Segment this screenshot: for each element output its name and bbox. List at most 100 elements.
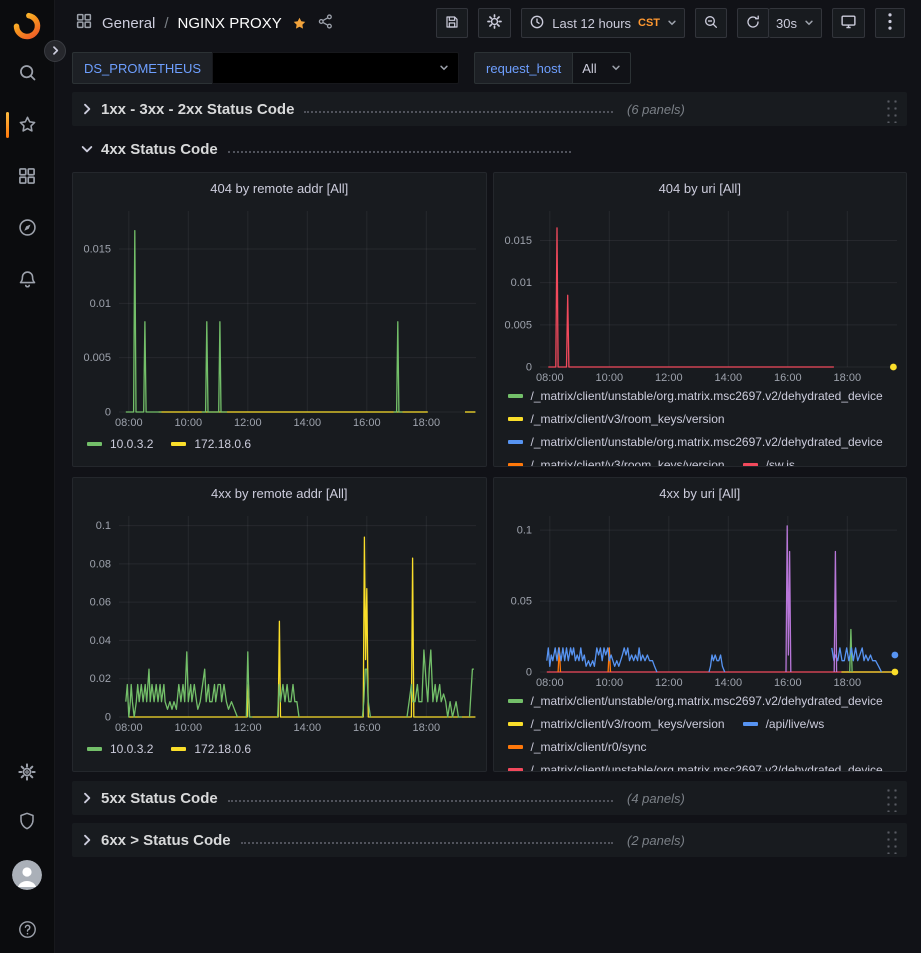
legend-item[interactable]: /_matrix/client/v3/room_keys/version bbox=[508, 456, 725, 466]
search-icon bbox=[17, 62, 38, 88]
time-series-chart[interactable]: 00.020.040.060.080.108:0010:0012:0014:00… bbox=[73, 508, 486, 735]
row-panel-count: (2 panels) bbox=[627, 833, 685, 848]
grafana-app: General / NGINX PROXY bbox=[0, 0, 921, 953]
variable-label[interactable]: request_host bbox=[474, 52, 572, 84]
legend-item[interactable]: /_matrix/client/unstable/org.matrix.msc2… bbox=[508, 387, 883, 405]
legend-item[interactable]: 10.0.3.2 bbox=[87, 435, 153, 453]
legend-item[interactable]: 10.0.3.2 bbox=[87, 740, 153, 758]
sidebar-item-profile[interactable] bbox=[0, 860, 55, 895]
svg-text:10:00: 10:00 bbox=[175, 722, 203, 734]
svg-text:18:00: 18:00 bbox=[413, 417, 441, 429]
svg-text:18:00: 18:00 bbox=[833, 677, 861, 689]
legend-item[interactable]: 172.18.0.6 bbox=[171, 740, 251, 758]
chart-legend: 10.0.3.2 172.18.0.6 bbox=[73, 735, 486, 771]
clock-icon bbox=[529, 14, 545, 33]
breadcrumb: General / NGINX PROXY bbox=[75, 12, 334, 35]
row-drag-handle[interactable] bbox=[884, 785, 899, 812]
variable-value-dropdown[interactable]: All bbox=[572, 52, 630, 84]
dashboard-toolbar: Last 12 hours CST bbox=[436, 8, 905, 38]
chart-legend: 10.0.3.2 172.18.0.6 bbox=[73, 430, 486, 466]
legend-label: /_matrix/client/v3/room_keys/version bbox=[531, 717, 725, 731]
row-5xx-status-code[interactable]: 5xx Status Code (4 panels) bbox=[72, 781, 907, 815]
sidebar-item-search[interactable] bbox=[0, 62, 55, 88]
svg-text:10:00: 10:00 bbox=[595, 372, 623, 384]
svg-text:0.1: 0.1 bbox=[516, 525, 531, 537]
row-drag-handle[interactable] bbox=[884, 827, 899, 854]
panel-header[interactable]: 4xx by uri [All] bbox=[494, 478, 907, 508]
refresh-interval-picker[interactable]: 30s bbox=[769, 8, 822, 38]
panel-title-text: 4xx by uri [All] bbox=[659, 486, 740, 501]
svg-text:10:00: 10:00 bbox=[175, 417, 203, 429]
variable-value-dropdown[interactable] bbox=[212, 52, 459, 84]
svg-text:14:00: 14:00 bbox=[714, 372, 742, 384]
sidebar-item-explore[interactable] bbox=[0, 217, 55, 243]
row-4xx-status-code[interactable]: 4xx Status Code bbox=[72, 134, 907, 164]
row-drag-handle[interactable] bbox=[884, 96, 899, 123]
panel-header[interactable]: 404 by remote addr [All] bbox=[73, 173, 486, 203]
grafana-logo[interactable] bbox=[11, 10, 43, 42]
legend-item[interactable]: 172.18.0.6 bbox=[171, 435, 251, 453]
dashboard-settings-button[interactable] bbox=[478, 8, 511, 38]
series-color-dash bbox=[508, 745, 523, 749]
kiosk-mode-button[interactable] bbox=[832, 8, 865, 38]
dotted-leader bbox=[304, 111, 613, 113]
sidebar-item-alerting[interactable] bbox=[0, 269, 55, 295]
svg-text:14:00: 14:00 bbox=[714, 677, 742, 689]
legend-item[interactable]: /_matrix/client/unstable/org.matrix.msc2… bbox=[508, 692, 883, 710]
sidebar-item-starred[interactable] bbox=[0, 114, 55, 140]
zoom-out-time-range-button[interactable] bbox=[695, 8, 727, 38]
svg-text:16:00: 16:00 bbox=[353, 417, 381, 429]
monitor-icon bbox=[840, 13, 857, 33]
dashboard-grid-icon[interactable] bbox=[75, 12, 93, 35]
dotted-leader bbox=[228, 800, 613, 802]
time-series-chart[interactable]: 00.0050.010.01508:0010:0012:0014:0016:00… bbox=[73, 203, 486, 430]
time-series-chart[interactable]: 00.0050.010.01508:0010:0012:0014:0016:00… bbox=[494, 203, 907, 385]
legend-item[interactable]: /_matrix/client/r0/sync bbox=[508, 738, 647, 756]
variable-label[interactable]: DS_PROMETHEUS bbox=[72, 52, 212, 84]
svg-text:0.06: 0.06 bbox=[90, 597, 111, 609]
compass-icon bbox=[17, 217, 38, 243]
star-icon bbox=[17, 114, 38, 140]
svg-text:14:00: 14:00 bbox=[294, 417, 322, 429]
dashboard-menu-button[interactable] bbox=[875, 8, 905, 38]
breadcrumb-folder[interactable]: General bbox=[102, 15, 155, 32]
legend-item[interactable]: /_matrix/client/v3/room_keys/version bbox=[508, 410, 725, 428]
svg-text:18:00: 18:00 bbox=[413, 722, 441, 734]
legend-item[interactable]: /_matrix/client/unstable/org.matrix.msc2… bbox=[508, 433, 883, 451]
row-6xx-status-code[interactable]: 6xx > Status Code (2 panels) bbox=[72, 823, 907, 857]
sidebar bbox=[0, 0, 55, 953]
legend-label: /sw.js bbox=[766, 458, 795, 466]
legend-label: /_matrix/client/unstable/org.matrix.msc2… bbox=[531, 763, 883, 771]
sidebar-item-configuration[interactable] bbox=[0, 762, 55, 787]
series-color-dash bbox=[508, 440, 523, 444]
legend-label: 172.18.0.6 bbox=[194, 437, 251, 451]
share-dashboard-button[interactable] bbox=[317, 13, 334, 33]
panel-header[interactable]: 4xx by remote addr [All] bbox=[73, 478, 486, 508]
panel-title-text: 404 by uri [All] bbox=[659, 181, 741, 196]
sidebar-item-dashboards[interactable] bbox=[0, 166, 55, 191]
svg-text:08:00: 08:00 bbox=[115, 722, 143, 734]
dotted-leader bbox=[228, 151, 571, 153]
legend-item[interactable]: /api/live/ws bbox=[743, 715, 825, 733]
timezone-label: CST bbox=[638, 17, 660, 29]
svg-text:12:00: 12:00 bbox=[655, 677, 683, 689]
chevron-down-icon bbox=[80, 142, 94, 156]
panel-header[interactable]: 404 by uri [All] bbox=[494, 173, 907, 203]
favorite-star-icon[interactable] bbox=[291, 15, 308, 32]
share-icon bbox=[317, 13, 334, 33]
refresh-dashboard-button[interactable] bbox=[737, 8, 769, 38]
sidebar-item-server-admin[interactable] bbox=[0, 811, 55, 836]
save-dashboard-button[interactable] bbox=[436, 8, 468, 38]
legend-item[interactable]: /_matrix/client/v3/room_keys/version bbox=[508, 715, 725, 733]
legend-label: /_matrix/client/v3/room_keys/version bbox=[531, 458, 725, 466]
legend-item[interactable]: /sw.js bbox=[743, 456, 795, 466]
bell-icon bbox=[17, 269, 38, 295]
sidebar-item-help[interactable] bbox=[0, 919, 55, 945]
time-range-picker[interactable]: Last 12 hours CST bbox=[521, 8, 685, 38]
expand-sidebar-button[interactable] bbox=[44, 40, 66, 62]
svg-text:0.015: 0.015 bbox=[83, 244, 111, 256]
chevron-down-icon bbox=[439, 61, 449, 76]
time-series-chart[interactable]: 00.050.108:0010:0012:0014:0016:0018:00 bbox=[494, 508, 907, 690]
row-1xx-3xx-2xx-status-code[interactable]: 1xx - 3xx - 2xx Status Code (6 panels) bbox=[72, 92, 907, 126]
legend-item[interactable]: /_matrix/client/unstable/org.matrix.msc2… bbox=[508, 761, 883, 771]
